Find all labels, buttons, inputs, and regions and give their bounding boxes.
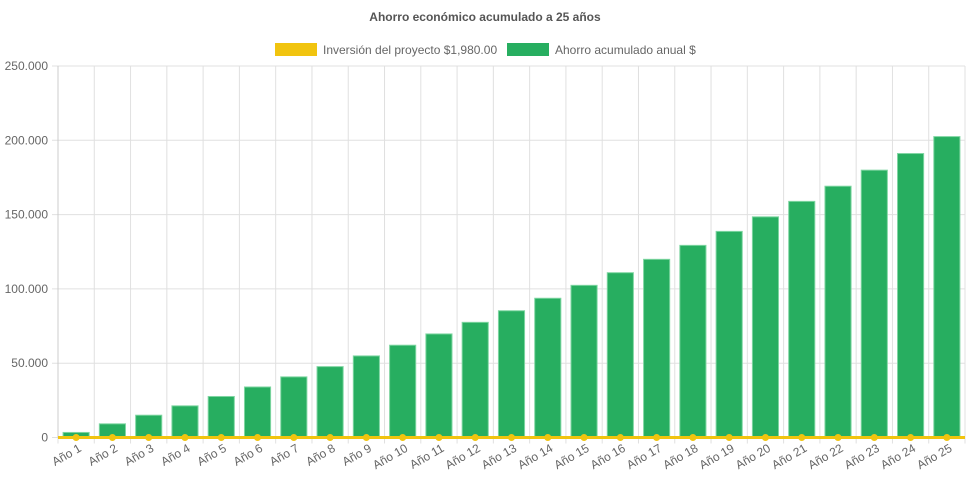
investment-point xyxy=(217,434,225,441)
x-tick-label: Año 1 xyxy=(49,441,83,469)
investment-point xyxy=(508,434,515,441)
bar xyxy=(352,355,380,439)
x-tick-label: Año 20 xyxy=(733,441,773,472)
investment-point xyxy=(326,434,334,441)
x-tick-label: Año 17 xyxy=(624,441,664,472)
bar xyxy=(860,169,888,438)
bar xyxy=(534,297,562,439)
investment-point xyxy=(72,434,80,441)
y-tick-label: 100.000 xyxy=(5,282,49,296)
y-tick-label: 0 xyxy=(41,431,48,445)
x-tick-label: Año 14 xyxy=(515,441,555,472)
y-tick-label: 200.000 xyxy=(5,133,49,147)
x-tick-label: Año 6 xyxy=(231,441,265,469)
x-tick-label: Año 10 xyxy=(370,441,410,472)
bar xyxy=(751,216,780,438)
x-tick-label: Año 9 xyxy=(340,441,374,469)
investment-point xyxy=(108,434,116,441)
investment-point xyxy=(653,434,661,441)
bar xyxy=(788,200,816,438)
bar xyxy=(679,244,707,438)
x-tick-label: Año 16 xyxy=(588,441,628,472)
legend-swatch-investment xyxy=(275,43,317,56)
investment-point xyxy=(471,434,479,441)
x-tick-label: Año 8 xyxy=(303,441,337,469)
bar xyxy=(207,395,235,438)
bar xyxy=(280,376,308,438)
x-tick-label: Año 5 xyxy=(195,441,229,469)
x-tick-label: Año 25 xyxy=(914,441,954,472)
investment-point xyxy=(725,434,733,441)
y-tick-label: 50.000 xyxy=(11,356,48,370)
legend-label-investment: Inversión del proyecto $1,980.00 xyxy=(323,43,497,57)
x-tick-label: Año 11 xyxy=(407,441,446,472)
x-tick-label: Año 3 xyxy=(122,441,156,469)
legend-swatch-savings xyxy=(507,43,549,56)
x-tick-label: Año 21 xyxy=(769,441,809,472)
investment-point xyxy=(399,434,407,441)
investment-point xyxy=(761,434,769,441)
bar xyxy=(897,153,925,439)
bar xyxy=(643,258,671,439)
chart-title: Ahorro económico acumulado a 25 años xyxy=(369,10,601,24)
x-tick-label: Año 4 xyxy=(158,441,192,469)
x-tick-label: Año 18 xyxy=(660,441,700,472)
investment-point xyxy=(689,434,697,441)
bar xyxy=(715,230,743,438)
legend: Inversión del proyecto $1,980.00 Ahorro … xyxy=(275,43,696,57)
investment-point xyxy=(181,434,189,441)
x-tick-label: Año 7 xyxy=(267,441,301,469)
x-tick-label: Año 13 xyxy=(479,441,519,472)
legend-item-investment[interactable]: Inversión del proyecto $1,980.00 xyxy=(275,43,497,57)
investment-point xyxy=(580,434,588,441)
investment-point xyxy=(145,434,153,441)
x-tick-label: Año 24 xyxy=(878,441,918,472)
legend-label-savings: Ahorro acumulado anual $ xyxy=(555,43,696,57)
bar xyxy=(171,405,199,439)
investment-point xyxy=(943,434,951,441)
bar xyxy=(606,272,634,438)
x-tick-label: Año 23 xyxy=(842,441,882,472)
bar xyxy=(497,310,526,438)
y-tick-label: 150.000 xyxy=(5,208,49,222)
bar xyxy=(461,321,489,438)
investment-point xyxy=(435,434,443,441)
bar xyxy=(824,185,852,438)
investment-point xyxy=(290,434,298,441)
x-tick-label: Año 2 xyxy=(86,441,120,469)
investment-point xyxy=(544,434,552,441)
x-tick-label: Año 15 xyxy=(552,441,592,472)
bar xyxy=(316,366,344,438)
x-tick-label: Año 22 xyxy=(806,441,846,472)
investment-point xyxy=(870,434,878,441)
x-tick-label: Año 19 xyxy=(697,441,737,472)
bar xyxy=(933,136,961,439)
investment-point xyxy=(362,434,370,441)
bar xyxy=(425,333,453,439)
bar xyxy=(243,386,272,439)
investment-point xyxy=(907,434,915,441)
y-tick-label: 250.000 xyxy=(5,59,49,73)
x-tick-label: Año 12 xyxy=(443,441,483,472)
bar xyxy=(570,284,598,438)
bar xyxy=(389,344,417,438)
investment-point xyxy=(798,434,806,441)
investment-point xyxy=(254,434,262,441)
legend-item-savings[interactable]: Ahorro acumulado anual $ xyxy=(507,43,696,57)
investment-point xyxy=(834,434,842,441)
investment-point xyxy=(616,434,624,441)
